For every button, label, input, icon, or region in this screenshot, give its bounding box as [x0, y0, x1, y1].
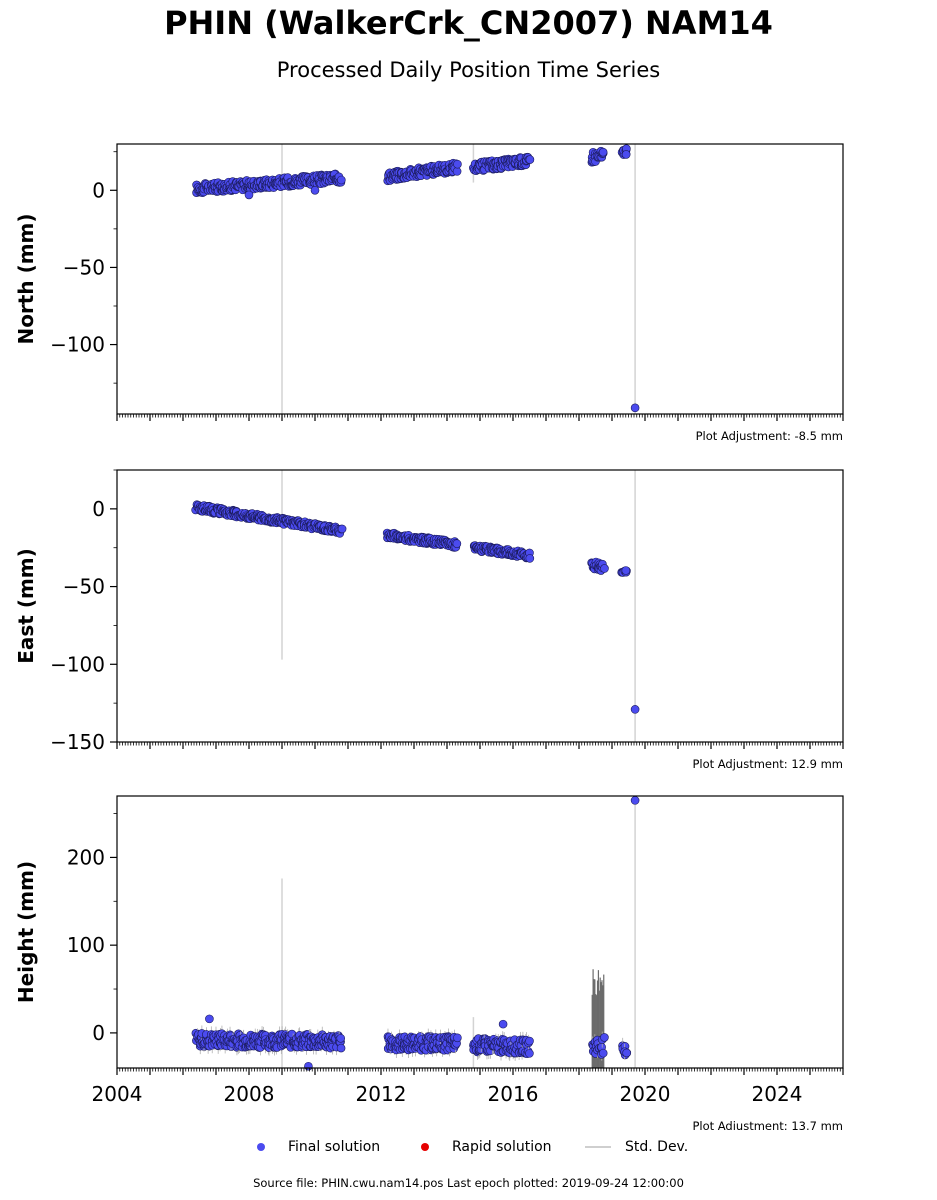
data-point	[525, 1049, 534, 1058]
final-solution-marker-icon	[248, 1142, 274, 1152]
x-tick-label: 2004	[92, 1082, 143, 1106]
y-tick-label: −150	[50, 730, 105, 754]
y-axis-label: North (mm)	[14, 213, 38, 344]
data-point	[621, 150, 631, 159]
source-footer: Source file: PHIN.cwu.nam14.pos Last epo…	[253, 1176, 684, 1190]
chart-subtitle: Processed Daily Position Time Series	[276, 58, 661, 82]
rapid-solution-marker-icon	[412, 1142, 438, 1152]
data-point	[452, 539, 462, 548]
legend-item-final: Final solution	[248, 1136, 380, 1158]
data-point	[337, 175, 346, 185]
outlier-point	[630, 796, 640, 805]
y-axis-label: Height (mm)	[14, 861, 38, 1003]
x-tick-label: 2016	[488, 1082, 539, 1106]
data-point	[621, 566, 631, 575]
chart-title: PHIN (WalkerCrk_CN2007) NAM14	[164, 4, 773, 42]
data-point	[525, 554, 535, 563]
data-point	[598, 1048, 608, 1058]
x-tick-label: 2012	[356, 1082, 407, 1106]
y-tick-label: 0	[92, 1021, 105, 1045]
data-point	[622, 1048, 631, 1058]
y-tick-label: −100	[50, 333, 105, 357]
y-tick-label: 0	[92, 178, 105, 202]
plots-svg: 0 −50 −100 North (mm) Plot Adjustment: -8.5 …	[14, 143, 844, 1130]
plot-adjustment-label: Plot Adjustment: 12.9 mm	[692, 757, 843, 771]
legend-label-final: Final solution	[288, 1139, 381, 1155]
outlier-point	[630, 403, 640, 413]
legend-item-rapid: Rapid solution	[412, 1136, 552, 1158]
x-tick-label: 2008	[224, 1082, 275, 1106]
data-point	[600, 564, 609, 573]
axes-frame	[116, 795, 844, 1069]
data-point	[598, 147, 608, 157]
outlier-point	[498, 1019, 508, 1029]
outlier-point	[630, 705, 640, 714]
outlier-point	[244, 190, 254, 200]
y-axis-label: East (mm)	[14, 548, 38, 664]
stddev-line-icon	[585, 1142, 611, 1152]
data-point	[337, 524, 347, 534]
y-tick-label: −50	[63, 255, 105, 279]
data-point	[525, 1036, 534, 1046]
data-point	[336, 1033, 346, 1043]
data-point	[336, 1043, 346, 1053]
y-tick-label: −100	[50, 652, 105, 676]
y-tick-label: 100	[67, 933, 105, 957]
y-tick-label: 200	[67, 845, 105, 869]
data-point	[453, 159, 462, 169]
data-point	[600, 1033, 609, 1042]
data-point	[452, 167, 462, 176]
x-tick-label: 2020	[620, 1082, 671, 1106]
outlier-point	[304, 1061, 313, 1071]
plot-adjustment-label: Plot Adjustment: -8.5 mm	[696, 429, 843, 443]
data-point	[453, 1033, 462, 1043]
legend: Final solution Rapid solution Std. Dev.	[0, 1136, 937, 1160]
y-tick-label: −50	[63, 575, 105, 599]
legend-item-stddev: Std. Dev.	[585, 1136, 688, 1158]
legend-label-stddev: Std. Dev.	[625, 1139, 689, 1155]
outlier-point	[310, 185, 320, 195]
legend-label-rapid: Rapid solution	[452, 1139, 552, 1155]
x-tick-label: 2024	[752, 1082, 803, 1106]
data-point	[525, 155, 535, 164]
y-tick-label: 0	[92, 497, 105, 521]
outlier-point	[205, 1014, 214, 1024]
plot-adjustment-label: Plot Adjustment: 13.7 mm	[692, 1119, 843, 1130]
